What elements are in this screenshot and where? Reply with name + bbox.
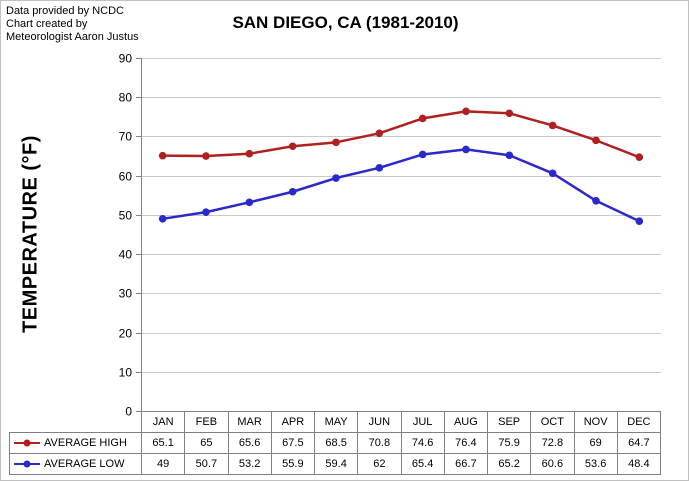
attribution-line: Chart created by bbox=[6, 18, 88, 30]
value-cell: 49 bbox=[140, 453, 186, 475]
attribution-line: Data provided by NCDC bbox=[6, 5, 124, 17]
value-cell: 68.5 bbox=[313, 432, 359, 454]
chart-title: SAN DIEGO, CA (1981-2010) bbox=[232, 13, 459, 32]
chart-data-table: JAN FEB MAR APR MAY JUN JUL AUG SEP OCT NOV DEC AVER… bbox=[9, 411, 662, 475]
average-low-marker bbox=[592, 196, 600, 205]
value-cell: 48.4 bbox=[616, 453, 662, 475]
average-high-marker bbox=[462, 107, 470, 116]
value-cell: 65.6 bbox=[227, 432, 272, 454]
value-cell: 65 bbox=[184, 432, 229, 454]
month-header-cell: FEB bbox=[184, 411, 229, 433]
month-header-cell: OCT bbox=[530, 411, 575, 433]
y-tick-label: 30 bbox=[119, 287, 133, 301]
legend-marker-icon bbox=[14, 460, 40, 468]
month-header-cell: SEP bbox=[486, 411, 532, 433]
month-header-cell: NOV bbox=[573, 411, 618, 433]
legend-key: AVERAGE LOW bbox=[11, 458, 140, 470]
average-high-marker bbox=[202, 152, 210, 160]
average-high-marker bbox=[288, 142, 297, 151]
average-low-marker bbox=[548, 169, 557, 178]
y-tick-label: 60 bbox=[119, 170, 133, 184]
value-cell: 76.4 bbox=[443, 432, 489, 454]
month-header-cell: JUN bbox=[357, 411, 402, 433]
attribution-note: Data provided by NCDC Chart created by M… bbox=[6, 5, 139, 44]
value-cell: 50.7 bbox=[184, 453, 229, 475]
value-cell: 67.5 bbox=[270, 432, 316, 454]
value-cell: 75.9 bbox=[486, 432, 532, 454]
value-cell: 55.9 bbox=[270, 453, 316, 475]
value-cell: 62 bbox=[357, 453, 402, 475]
table-row-average-high: AVERAGE HIGH 65.1 65 65.6 67.5 68.5 70.8 74.6 76… bbox=[9, 432, 662, 454]
legend-label: AVERAGE LOW bbox=[44, 458, 125, 470]
table-corner-cell bbox=[10, 412, 142, 433]
legend-key: AVERAGE HIGH bbox=[11, 437, 140, 449]
average-low-marker bbox=[418, 150, 427, 159]
y-tick-label: 50 bbox=[119, 209, 133, 223]
average-high-marker bbox=[548, 121, 557, 130]
y-tick-label: 80 bbox=[119, 91, 133, 105]
average-high-line bbox=[162, 110, 640, 159]
average-low-marker bbox=[375, 164, 384, 172]
legend-label: AVERAGE HIGH bbox=[44, 437, 127, 449]
value-cell: 59.4 bbox=[313, 453, 359, 475]
value-cell: 70.8 bbox=[357, 432, 402, 454]
average-high-marker bbox=[635, 153, 644, 162]
y-tick-label: 10 bbox=[119, 366, 133, 380]
average-low-marker bbox=[288, 187, 297, 196]
month-header-cell: DEC bbox=[616, 411, 662, 433]
month-header-cell: APR bbox=[270, 411, 316, 433]
month-header-cell: MAR bbox=[227, 411, 272, 433]
average-high-marker bbox=[332, 138, 340, 147]
value-cell: 53.6 bbox=[573, 453, 618, 475]
average-low-marker bbox=[505, 151, 514, 160]
average-low-marker bbox=[332, 174, 340, 182]
average-low-marker bbox=[635, 217, 644, 225]
value-cell: 65.1 bbox=[140, 432, 186, 454]
value-cell: 60.6 bbox=[530, 453, 575, 475]
average-low-marker bbox=[202, 208, 210, 216]
month-header-cell: AUG bbox=[443, 411, 489, 433]
y-axis-label: TEMPERATURE (°F) bbox=[19, 135, 42, 333]
value-cell: 66.7 bbox=[443, 453, 489, 475]
value-cell: 65.4 bbox=[400, 453, 445, 475]
average-high-marker bbox=[245, 149, 254, 158]
average-low-line bbox=[162, 148, 640, 223]
value-cell: 53.2 bbox=[227, 453, 272, 475]
month-header-cell: JUL bbox=[400, 411, 445, 433]
average-low-marker bbox=[462, 145, 470, 154]
average-high-marker bbox=[375, 129, 384, 138]
month-header-row: JAN FEB MAR APR MAY JUN JUL AUG SEP OCT NOV DEC bbox=[10, 411, 662, 433]
legend-cell-average-high: AVERAGE HIGH bbox=[9, 432, 142, 454]
value-cell: 74.6 bbox=[400, 432, 445, 454]
average-high-marker bbox=[505, 109, 514, 118]
month-header-cell: JAN bbox=[140, 411, 186, 433]
y-tick-label: 70 bbox=[119, 130, 133, 144]
value-cell: 65.2 bbox=[486, 453, 532, 475]
legend-cell-average-low: AVERAGE LOW bbox=[9, 453, 142, 475]
average-high-marker bbox=[158, 151, 167, 160]
y-tick-label: 40 bbox=[119, 248, 133, 262]
value-cell: 64.7 bbox=[616, 432, 662, 454]
y-tick-label: 20 bbox=[119, 327, 133, 341]
average-low-marker bbox=[158, 215, 167, 223]
value-cell: 69 bbox=[573, 432, 618, 454]
average-high-marker bbox=[592, 136, 600, 145]
average-high-marker bbox=[418, 114, 427, 123]
table-row-average-low: AVERAGE LOW 49 50.7 53.2 55.9 59.4 62 65.4 66.7 6… bbox=[9, 453, 662, 475]
attribution-line: Meteorologist Aaron Justus bbox=[6, 31, 139, 43]
y-tick-label: 90 bbox=[119, 52, 133, 66]
legend-marker-icon bbox=[14, 439, 40, 447]
month-header-cell: MAY bbox=[313, 411, 359, 433]
value-cell: 72.8 bbox=[530, 432, 575, 454]
average-low-marker bbox=[245, 198, 254, 207]
